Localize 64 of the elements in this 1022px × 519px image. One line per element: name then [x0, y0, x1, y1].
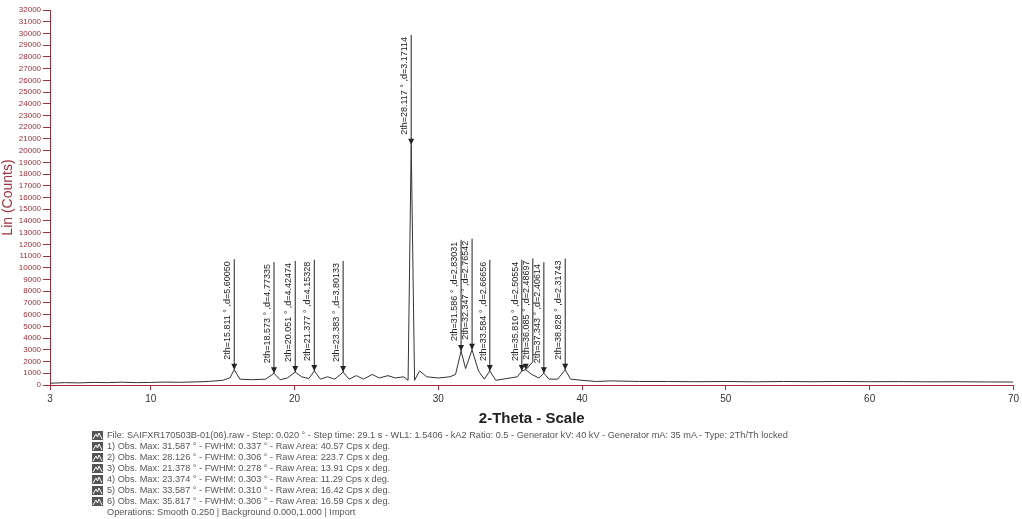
- annotation: 2th=18.573 ° ,d=4.77335: [261, 264, 272, 364]
- y-tick-label: 25000: [18, 87, 42, 97]
- y-tick-label: 4000: [23, 333, 42, 343]
- y-tick-label: 27000: [18, 63, 42, 73]
- x-tick-label: 40: [576, 392, 589, 404]
- text: 1) Obs. Max: 31.587 ° - FWHM: 0.337 ° - Raw Area: 40.57 Cps x deg.: [107, 441, 391, 452]
- text: Operations: Smooth 0.250 | Background 0.000,1.000 | Import: [107, 507, 356, 518]
- x-tick-label: 50: [720, 392, 732, 404]
- y-tick-label: 6000: [23, 309, 42, 319]
- x-tick-label: 10: [145, 392, 157, 404]
- y-tick-label: 26000: [18, 75, 42, 85]
- y-tick-label: 20000: [18, 145, 42, 155]
- annotation: 2th=33.584 ° ,d=2.66656: [477, 261, 488, 361]
- y-tick-label: 7000: [23, 298, 42, 308]
- y-tick-label: 5000: [23, 321, 42, 331]
- annotation: 2th=21.377 ° ,d=4.15328: [302, 261, 313, 361]
- y-tick-label: 21000: [18, 134, 42, 144]
- y-tick-label: 31000: [18, 16, 42, 26]
- text: 6) Obs. Max: 35.817 ° - FWHM: 0.306 ° - Raw Area: 16.59 Cps x deg.: [107, 496, 391, 507]
- y-tick-label: 0: [36, 380, 42, 390]
- text: 3) Obs. Max: 21.378 ° - FWHM: 0.278 ° - Raw Area: 13.91 Cps x deg.: [107, 463, 391, 474]
- text: File: SAIFXR170503B-01(06).raw - Step: 0.020 ° - Step time: 29.1 s - WL1: 1.5406 - kA2 Ratio: 0.5 - Generator kV: 40 kV - Generator mA: 35 mA - Type: 2Th/Th locked: [107, 430, 788, 441]
- annotation: 2th=15.811 ° ,d=5.60050: [222, 261, 233, 360]
- y-tick-label: 24000: [18, 98, 42, 108]
- y-tick-label: 14000: [18, 216, 42, 226]
- y-tick-label: 3000: [23, 345, 42, 355]
- y-tick-label: 30000: [18, 28, 42, 38]
- annotation: 2th=38.828 ° ,d=2.31743: [553, 260, 564, 360]
- x-tick-label: 30: [432, 392, 445, 404]
- y-tick-label: 32000: [18, 5, 42, 15]
- y-tick-label: 10000: [18, 263, 42, 273]
- text: 5) Obs. Max: 33.587 ° - FWHM: 0.310 ° - Raw Area: 16.42 Cps x deg.: [107, 485, 391, 496]
- x-tick-label: 60: [864, 392, 876, 404]
- y-tick-label: 1000: [23, 368, 42, 378]
- y-tick-label: 28000: [18, 52, 42, 62]
- y-tick-label: 12000: [18, 239, 42, 249]
- y-tick-label: 18000: [18, 169, 42, 179]
- y-tick-label: 2000: [23, 356, 42, 366]
- x-tick-label: 70: [1007, 392, 1020, 404]
- annotation: 2th=23.383 ° ,d=3.80133: [331, 262, 342, 363]
- annotation: 2th=28.117 ° ,d=3.17114: [399, 36, 410, 135]
- y-tick-label: 17000: [18, 180, 42, 190]
- annotation: 2th=36.085 ° ,d=2.48697: [520, 260, 531, 360]
- annotation: 2th=20.051 ° ,d=4.42474: [283, 262, 294, 363]
- text: 4) Obs. Max: 23.374 ° - FWHM: 0.303 ° - Raw Area: 11.29 Cps x deg.: [107, 474, 390, 485]
- x-tick-label: 20: [288, 392, 301, 404]
- y-tick-label: 15000: [18, 204, 42, 214]
- y-tick-label: 11000: [19, 251, 42, 261]
- text: 2) Obs. Max: 28.126 ° - FWHM: 0.306 ° - Raw Area: 223.7 Cps x deg.: [107, 452, 391, 463]
- y-axis-title: Lin (Counts): [0, 159, 16, 236]
- annotation: 2th=31.586 ° ,d=2.83031: [449, 241, 460, 342]
- y-tick-label: 9000: [23, 274, 42, 284]
- x-tick-label: 3: [47, 392, 54, 404]
- annotation: 2th=37.343 ° ,d=2.40614: [531, 264, 542, 364]
- y-tick-label: 29000: [18, 40, 42, 50]
- y-tick-label: 19000: [18, 157, 42, 167]
- annotation: 2th=35.810 ° ,d=2.50554: [509, 261, 520, 361]
- x-axis-title: 2-Theta - Scale: [478, 409, 585, 427]
- y-tick-label: 16000: [18, 192, 42, 202]
- y-tick-label: 13000: [18, 227, 42, 237]
- y-tick-label: 23000: [18, 110, 42, 120]
- annotation: 2th=32.347 ° ,d=2.76542: [460, 240, 471, 340]
- y-tick-label: 22000: [18, 122, 42, 132]
- y-tick-label: 8000: [23, 286, 42, 296]
